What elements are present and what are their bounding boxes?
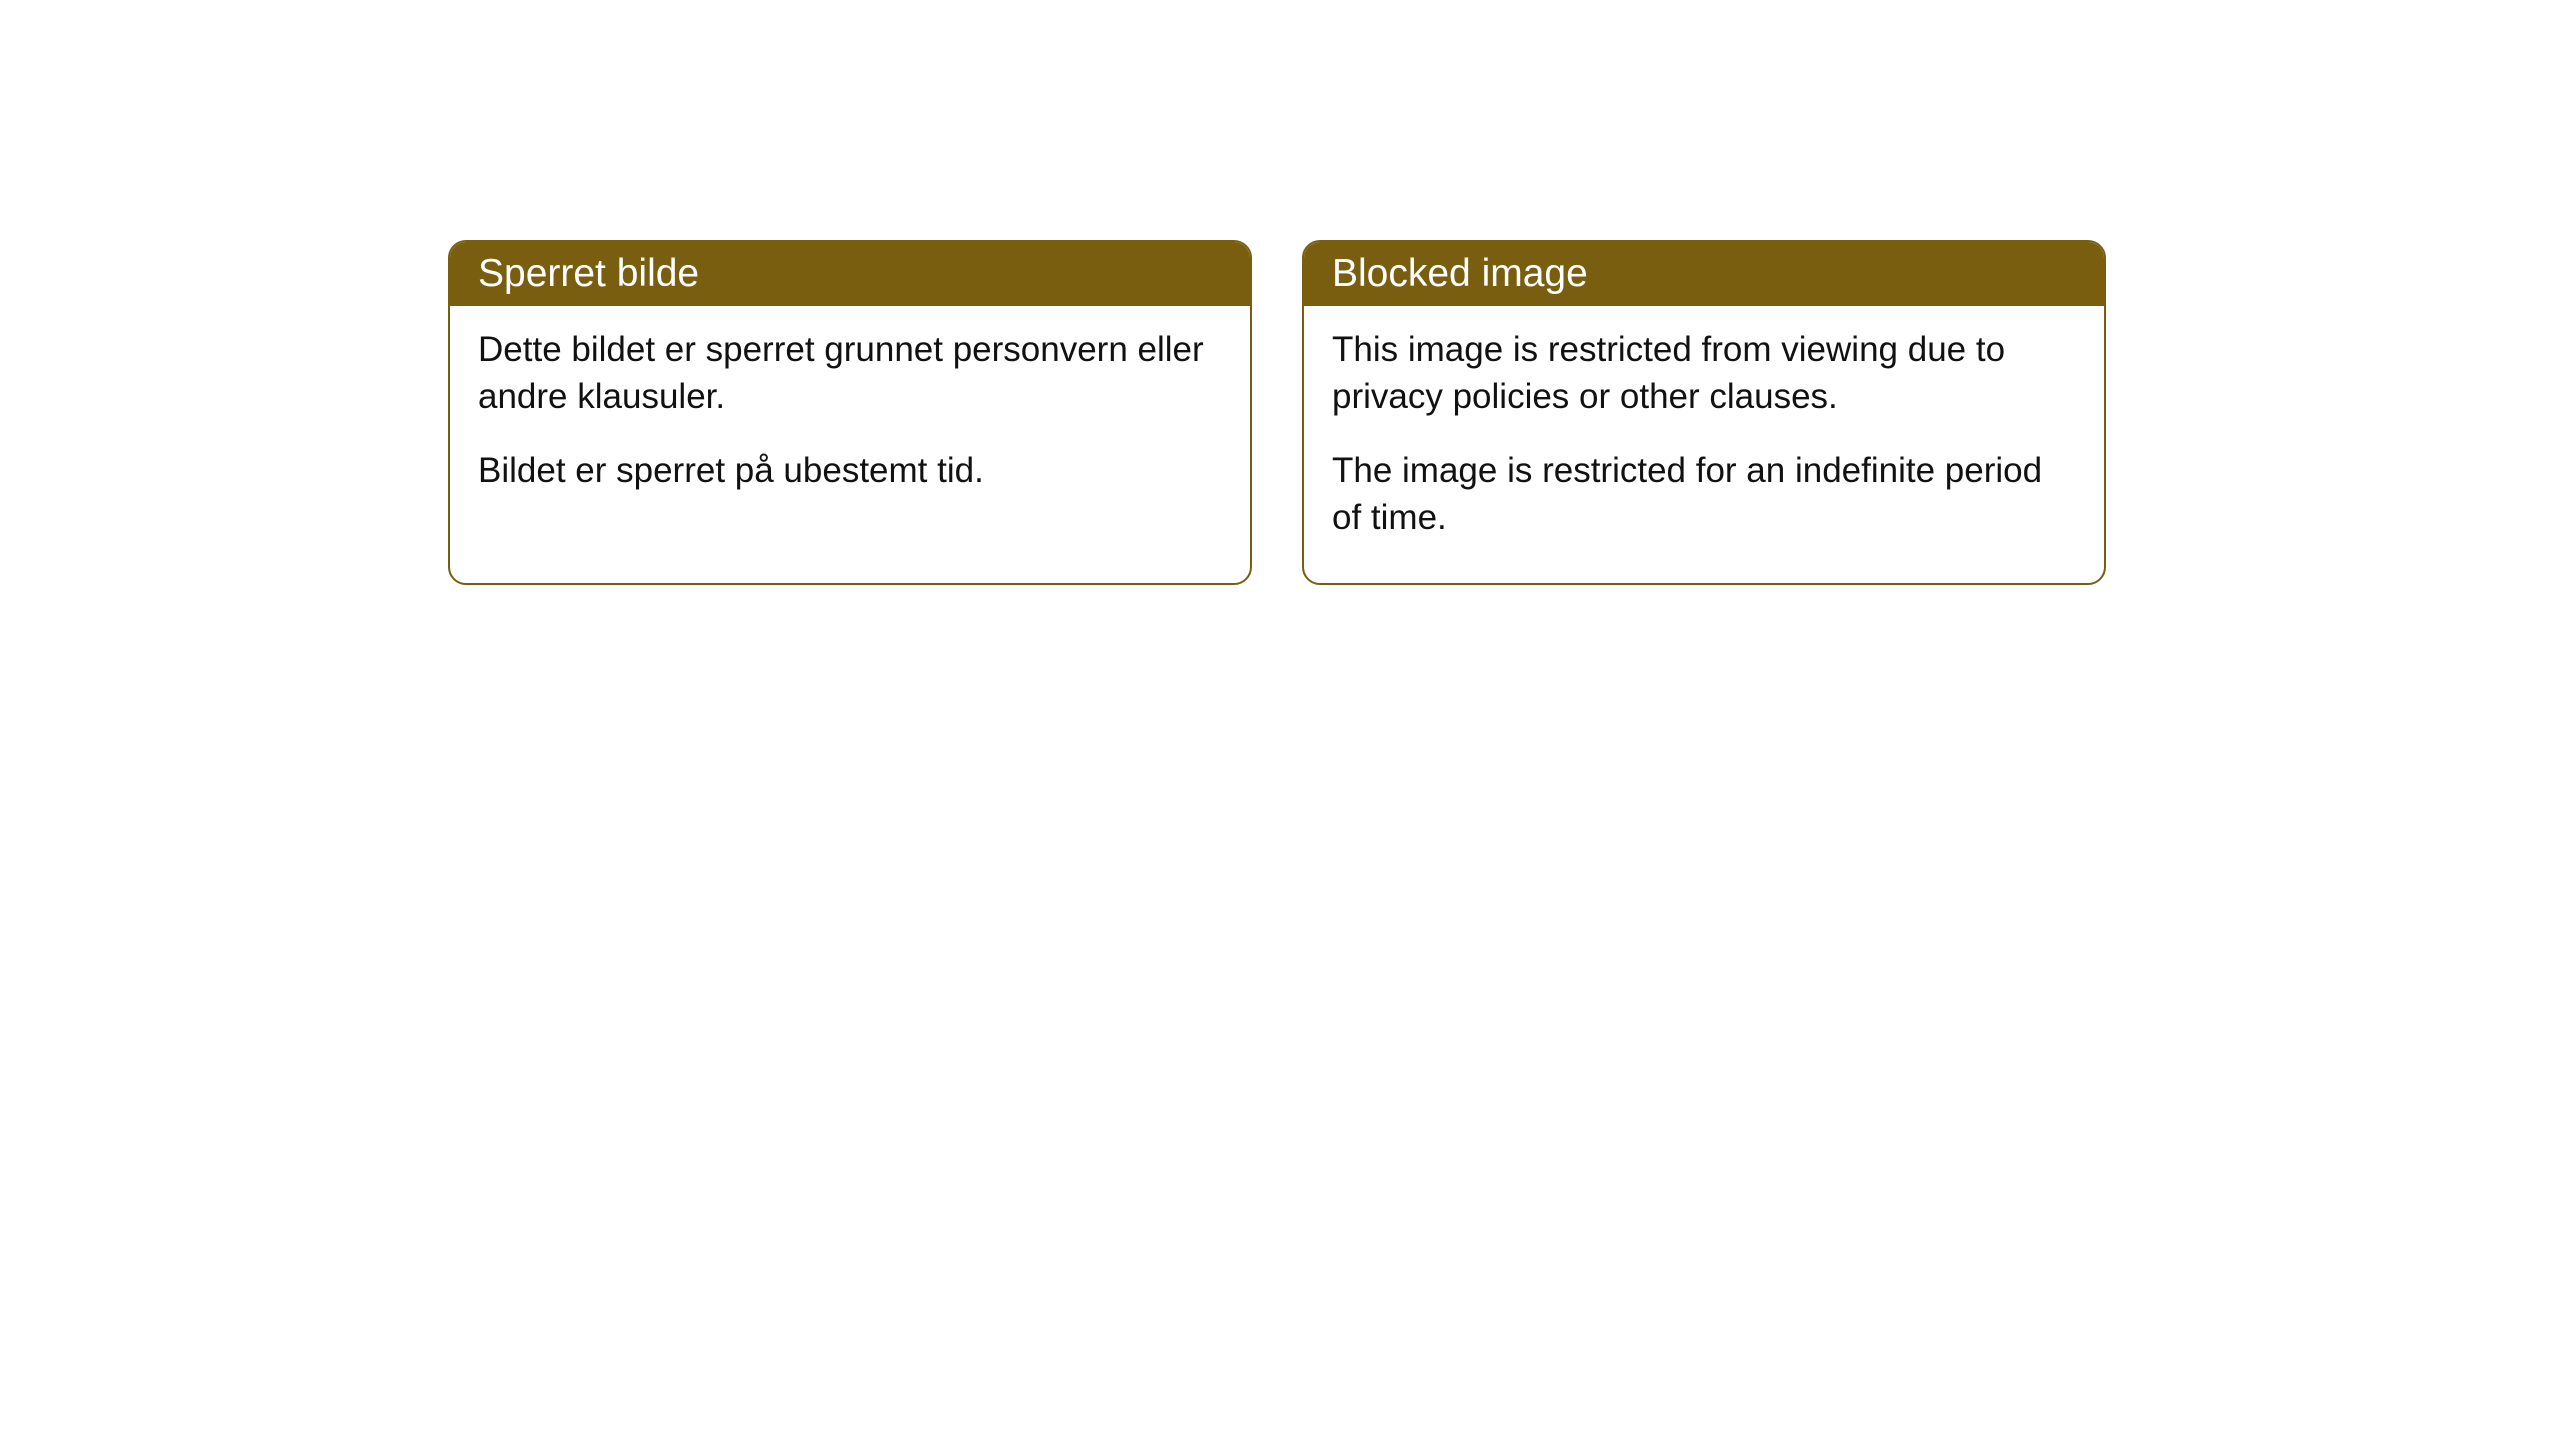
card-body: This image is restricted from viewing du… [1304, 306, 2104, 583]
card-header: Sperret bilde [450, 242, 1250, 306]
card-header: Blocked image [1304, 242, 2104, 306]
card-paragraph: The image is restricted for an indefinit… [1332, 447, 2076, 542]
card-title: Blocked image [1332, 252, 1588, 295]
card-paragraph: This image is restricted from viewing du… [1332, 326, 2076, 421]
notice-card-norwegian: Sperret bilde Dette bildet er sperret gr… [448, 240, 1252, 585]
notice-cards-container: Sperret bilde Dette bildet er sperret gr… [448, 240, 2106, 585]
card-title: Sperret bilde [478, 252, 699, 295]
card-body: Dette bildet er sperret grunnet personve… [450, 306, 1250, 536]
card-paragraph: Dette bildet er sperret grunnet personve… [478, 326, 1222, 421]
notice-card-english: Blocked image This image is restricted f… [1302, 240, 2106, 585]
card-paragraph: Bildet er sperret på ubestemt tid. [478, 447, 1222, 494]
